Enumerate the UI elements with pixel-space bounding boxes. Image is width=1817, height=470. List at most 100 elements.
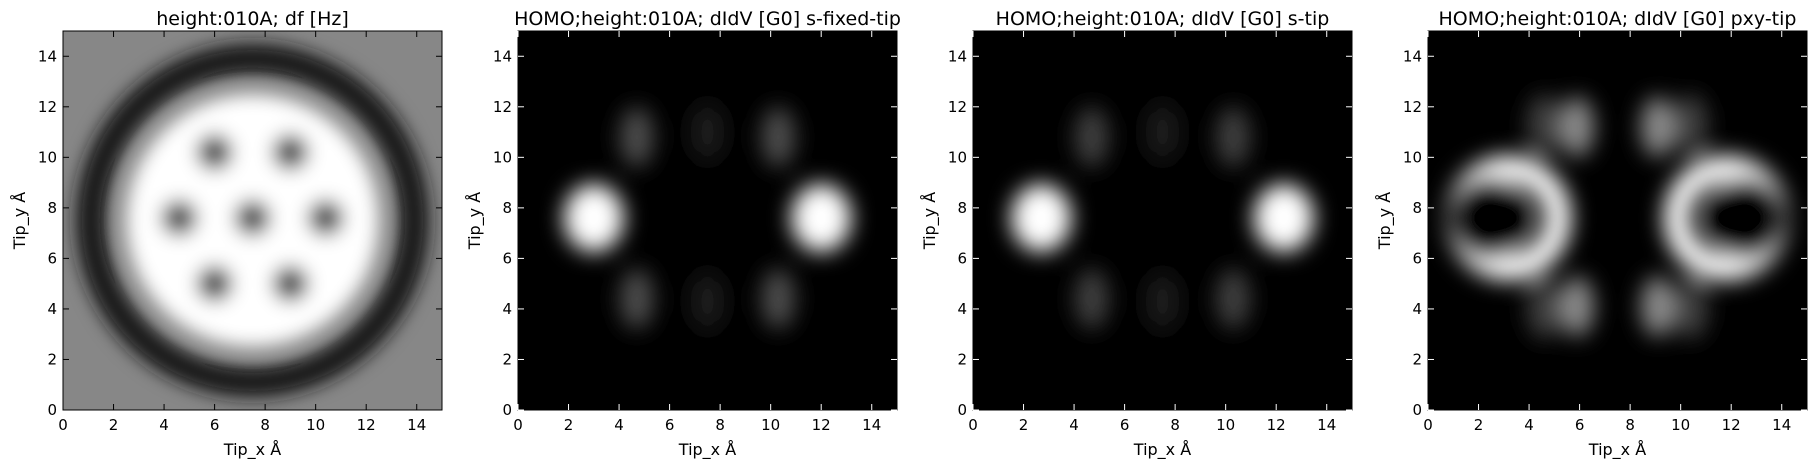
axes-frame (62, 30, 443, 411)
x-tick-label: 12 (357, 416, 376, 434)
y-tick-label: 6 (1412, 249, 1422, 267)
y-tick-label: 14 (38, 47, 57, 65)
heatmap-feature-dark-spot (272, 134, 309, 171)
heatmap-feature-lobe (1145, 271, 1180, 332)
y-tick-label: 12 (948, 98, 967, 116)
heatmap-feature-lobe (1216, 268, 1251, 329)
x-tick-label: 8 (1625, 416, 1635, 434)
heatmap-image (1011, 102, 1314, 332)
y-axis-label: Tip_y Å (1375, 192, 1395, 250)
x-tick-label: 6 (210, 416, 220, 434)
heatmap-feature-lobe (1673, 278, 1708, 339)
x-axis-label: Tip_x Å (223, 440, 281, 460)
x-tick-label: 6 (665, 416, 675, 434)
panel-2: 0 2 4 6 8 10 12 1402468101214HOMO;height:010A; … (465, 8, 901, 460)
heatmap-feature-lobe (1640, 276, 1675, 337)
y-tick-label: 2 (47, 350, 57, 368)
x-tick-label: 0 (58, 416, 68, 434)
x-tick-label: 8 (1170, 416, 1180, 434)
chart-title: HOMO;height:010A; dIdV [G0] s-tip (996, 8, 1330, 30)
y-tick-label: 0 (502, 401, 512, 419)
heatmap-feature-lobe (761, 268, 796, 329)
x-tick-label: 12 (812, 416, 831, 434)
x-tick-label: 10 (306, 416, 325, 434)
x-tick-label: 8 (715, 416, 725, 434)
y-tick-label: 12 (1403, 98, 1422, 116)
x-tick-label: 4 (1069, 416, 1079, 434)
y-axis-label: Tip_y Å (465, 192, 485, 250)
heatmap-feature-lobe (1216, 107, 1251, 168)
y-tick-label: 14 (948, 47, 967, 65)
heatmap-feature-crescent-gap (1704, 176, 1788, 260)
heatmap-feature-bright-spot (791, 183, 852, 252)
axes-frame (517, 30, 898, 411)
x-tick-label: 10 (1216, 416, 1235, 434)
y-tick-label: 14 (493, 47, 512, 65)
heatmap-feature-bright-spot (1011, 183, 1072, 252)
y-tick-label: 8 (1412, 199, 1422, 217)
heatmap-feature-bright-spot (563, 183, 624, 252)
heatmap-feature-dark-spot (196, 134, 233, 171)
y-tick-label: 10 (1403, 148, 1422, 166)
heatmap-feature-dark-spot (161, 199, 198, 236)
y-tick-label: 0 (1412, 401, 1422, 419)
y-axis-label: Tip_y Å (920, 192, 940, 250)
heatmap-feature-lobe (1527, 94, 1562, 155)
y-tick-label: 4 (502, 300, 512, 318)
y-tick-label: 10 (493, 148, 512, 166)
y-tick-label: 4 (47, 300, 57, 318)
panel-3: 0 2 4 6 8 10 12 14 0 2 4 6 8 10 12 14 HOMO;height:010A; … (920, 8, 1353, 460)
heatmap-feature-lobe (619, 268, 654, 329)
heatmap-feature-dark-ring (75, 43, 430, 398)
x-axis-label: Tip_x Å (678, 440, 736, 460)
x-tick-label: 0 (513, 416, 523, 434)
y-tick-label: 12 (493, 98, 512, 116)
x-tick-label: 14 (1317, 416, 1336, 434)
y-tick-label: 2 (957, 350, 967, 368)
chart-title: HOMO;height:010A; dIdV [G0] s-fixed-tip (514, 8, 901, 30)
x-tick-label: 4 (1524, 416, 1534, 434)
x-tick-label: 6 (1575, 416, 1585, 434)
x-tick-label: 12 (1267, 416, 1286, 434)
y-tick-label: 0 (957, 401, 967, 419)
x-tick-label: 12 (1722, 416, 1741, 434)
panel-1: 0 2 4 6 8 10 12 14 0 2 4 6 8 10 12 14 height:010A; df [H… (10, 8, 443, 460)
chart-title: HOMO;height:010A; dIdV [G0] pxy-tip (1439, 8, 1797, 30)
heatmap-feature-lobe (1074, 268, 1109, 329)
heatmap-feature-crescent-gap (1447, 176, 1531, 260)
y-tick-label: 2 (502, 350, 512, 368)
heatmap-feature-dark-spot (307, 199, 344, 236)
y-axis-label: Tip_y Å (10, 192, 30, 250)
x-tick-label: 6 (1120, 416, 1130, 434)
y-tick-label: 14 (1403, 47, 1422, 65)
panel-4: 0 2 4 6 8 10 12 14 0 2 4 6 8 10 12 14 HOMO;height:010A; … (1375, 8, 1808, 460)
heatmap-feature-lobe (1673, 94, 1708, 155)
x-axis-label: Tip_x Å (1133, 440, 1191, 460)
x-tick-label: 10 (1671, 416, 1690, 434)
y-tick-label: 10 (38, 148, 57, 166)
heatmap-feature-lobe (1527, 278, 1562, 339)
y-tick-label: 12 (38, 98, 57, 116)
y-tick-label: 6 (47, 249, 57, 267)
y-tick-label: 4 (957, 300, 967, 318)
heatmap-feature-lobe (1640, 97, 1675, 158)
y-tick-label: 6 (957, 249, 967, 267)
x-tick-label: 14 (862, 416, 881, 434)
x-tick-label: 2 (1019, 416, 1029, 434)
heatmap-image (75, 43, 430, 398)
chart-title: height:010A; df [Hz] (156, 8, 349, 30)
axes-frame (1427, 30, 1808, 411)
y-tick-label: 10 (948, 148, 967, 166)
heatmap-feature-lobe (1560, 276, 1595, 337)
y-tick-label: 6 (502, 249, 512, 267)
y-tick-label: 4 (1412, 300, 1422, 318)
x-tick-label: 14 (407, 416, 426, 434)
x-tick-label: 2 (564, 416, 574, 434)
heatmap-feature-lobe (1145, 102, 1180, 163)
x-tick-label: 14 (1772, 416, 1791, 434)
y-tick-label: 8 (502, 199, 512, 217)
x-tick-label: 2 (109, 416, 119, 434)
x-tick-label: 4 (159, 416, 169, 434)
x-tick-label: 10 (761, 416, 780, 434)
